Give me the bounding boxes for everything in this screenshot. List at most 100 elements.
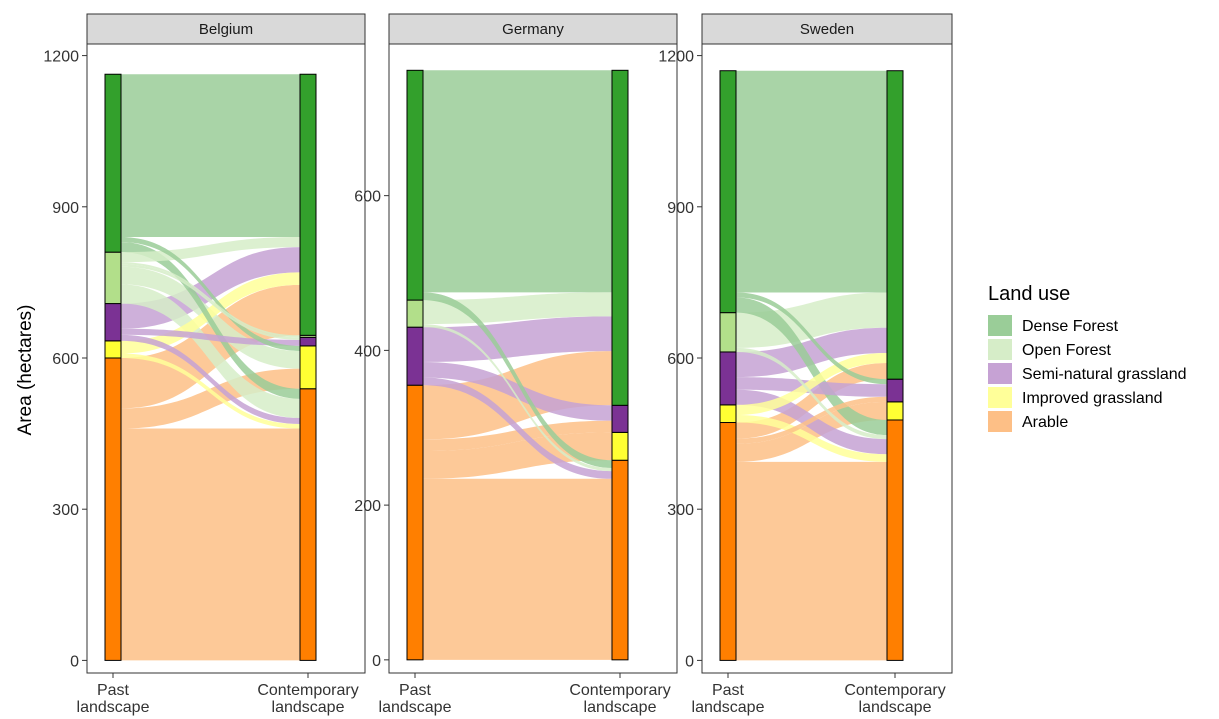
facet-strip — [86, 13, 366, 45]
legend-key — [988, 339, 1012, 360]
y-tick-label: 400 — [354, 343, 381, 360]
legend-item-improved-grassland: Improved grassland — [988, 387, 1163, 408]
x-tick-label: Contemporary landscape — [569, 682, 670, 716]
flow-dense-forest-to-arable — [423, 292, 612, 468]
panel-germany: Germany 0 200 400 600 Past landscape Contempora… — [354, 13, 678, 716]
legend-key — [988, 315, 1012, 336]
y-tick-label: 0 — [70, 653, 79, 670]
stratum-past-open-forest — [719, 312, 737, 353]
stratum-contemporary-arable — [611, 459, 629, 661]
flow-improved-grassland-to-arable — [121, 353, 300, 429]
legend: Land use Dense Forest Open Forest Semi-nat… — [988, 283, 1187, 432]
stratum-contemporary-dense-forest — [299, 73, 317, 336]
stratum-past-semi-natural-grassland — [104, 303, 122, 342]
stratum-past-dense-forest — [104, 73, 122, 253]
y-tick-label: 200 — [354, 498, 381, 515]
legend-label: Improved grassland — [1022, 390, 1163, 407]
flow-arable-to-arable — [423, 478, 612, 660]
flow-open-forest-to-arable — [121, 284, 300, 418]
stratum-past-arable — [719, 422, 737, 661]
legend-item-semi-natural-grassland: Semi-natural grassland — [988, 363, 1187, 384]
panel-border — [388, 43, 678, 674]
x-axis: Past landscape Contemporary landscape — [379, 673, 671, 716]
flow-dense-forest-to-dense-forest — [736, 70, 887, 293]
y-tick-label: 900 — [667, 200, 694, 217]
y-axis-title: Area (hectares) — [15, 305, 36, 436]
x-tick-label: Contemporary landscape — [257, 682, 358, 716]
stratum-past-improved-grassland — [104, 340, 122, 359]
flow-open-forest-to-semi-natural-grassland — [121, 264, 300, 340]
stratum-contemporary-dense-forest — [611, 69, 629, 406]
y-tick-label: 300 — [52, 502, 79, 519]
panel-sweden: Sweden 0 300 600 900 1200 Past landscape Contemp… — [658, 13, 953, 716]
flow-dense-forest-to-dense-forest — [423, 70, 612, 293]
stratum-bar-contemporary — [611, 69, 629, 661]
stratum-contemporary-improved-grassland — [611, 431, 629, 461]
stratum-past-arable — [406, 384, 424, 661]
x-tick-label: Past landscape — [379, 682, 452, 716]
legend-item-dense-forest: Dense Forest — [988, 315, 1119, 336]
flow-improved-grassland-to-dense-forest — [736, 352, 887, 415]
stratum-past-semi-natural-grassland — [719, 351, 737, 406]
y-tick-label: 900 — [52, 200, 79, 217]
y-tick-label: 0 — [685, 653, 694, 670]
legend-label: Dense Forest — [1022, 318, 1119, 335]
stratum-past-open-forest — [406, 299, 424, 328]
flow-dense-forest-to-arable — [121, 242, 300, 399]
y-axis: 0 300 600 900 1200 — [43, 49, 87, 670]
flow-semi-natural-grassland-to-arable — [423, 377, 612, 479]
flow-open-forest-to-arable — [736, 347, 887, 440]
facet-strip-label: Belgium — [199, 21, 253, 38]
legend-label: Semi-natural grassland — [1022, 366, 1187, 383]
flows — [736, 70, 887, 661]
panel-belgium: Belgium 0 300 600 900 1200 Past landscape Contem… — [43, 13, 366, 716]
legend-key — [988, 363, 1012, 384]
y-axis: 0 300 600 900 1200 — [658, 49, 702, 670]
flow-arable-to-improved-grassland — [121, 368, 300, 429]
stratum-bar-contemporary — [299, 73, 317, 661]
stratum-contemporary-arable — [299, 388, 317, 661]
flow-dense-forest-to-arable — [736, 297, 887, 436]
facet-strip-label: Sweden — [800, 21, 854, 38]
facet-strip — [701, 13, 953, 45]
stratum-contemporary-semi-natural-grassland — [611, 404, 629, 433]
flow-arable-to-semi-natural-grassland — [423, 420, 612, 451]
stratum-past-semi-natural-grassland — [406, 326, 424, 386]
stratum-contemporary-semi-natural-grassland — [886, 378, 904, 403]
flow-improved-grassland-to-dense-forest — [121, 272, 300, 354]
facet-strip-label: Germany — [502, 21, 564, 38]
stratum-past-improved-grassland — [719, 404, 737, 424]
legend-item-open-forest: Open Forest — [988, 339, 1111, 360]
flow-semi-natural-grassland-to-arable — [121, 334, 300, 425]
flow-open-forest-to-open-forest — [121, 262, 300, 338]
flow-open-forest-to-dense-forest — [121, 237, 300, 263]
stratum-bar-past — [406, 69, 424, 661]
y-tick-label: 600 — [354, 189, 381, 206]
legend-label: Arable — [1022, 414, 1068, 431]
flow-dense-forest-to-semi-natural-grassland — [736, 292, 887, 385]
y-tick-label: 600 — [52, 351, 79, 368]
flow-dense-forest-to-improved-grassland — [121, 237, 300, 351]
flow-arable-to-arable — [121, 428, 300, 661]
x-tick-label: Past landscape — [77, 682, 150, 716]
panel-border — [86, 43, 366, 674]
flow-open-forest-to-dense-forest — [736, 292, 887, 348]
flow-semi-natural-grassland-to-semi-natural-grassland — [121, 328, 300, 346]
stratum-past-dense-forest — [719, 70, 737, 314]
y-tick-label: 0 — [372, 653, 381, 670]
stratum-contemporary-improved-grassland — [886, 401, 904, 421]
facet-panels: Belgium 0 300 600 900 1200 Past landscape Contem… — [43, 13, 953, 716]
y-tick-label: 1200 — [43, 49, 79, 66]
legend-item-arable: Arable — [988, 411, 1068, 432]
flow-semi-natural-grassland-to-dense-forest — [736, 327, 887, 378]
stratum-bar-past — [104, 73, 122, 661]
legend-label: Open Forest — [1022, 342, 1111, 359]
legend-key — [988, 387, 1012, 408]
flow-semi-natural-grassland-to-semi-natural-grassland — [423, 361, 612, 421]
flow-arable-to-arable — [736, 461, 887, 661]
flow-semi-natural-grassland-to-dense-forest — [423, 316, 612, 362]
stratum-contemporary-arable — [886, 419, 904, 661]
stratum-bar-past — [719, 70, 737, 661]
stratum-contemporary-semi-natural-grassland — [299, 336, 317, 347]
